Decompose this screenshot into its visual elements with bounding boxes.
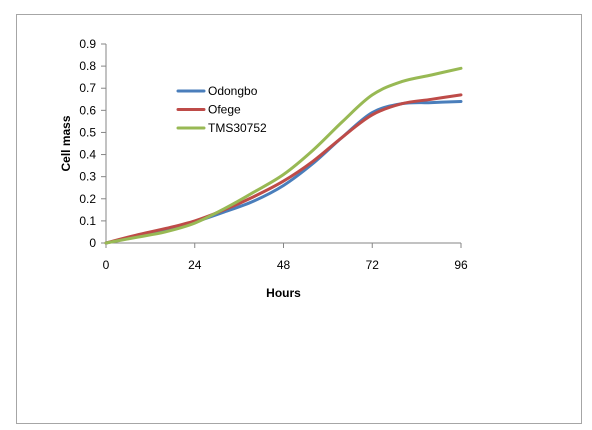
x-tick-label: 24	[188, 258, 202, 272]
y-axis-title: Cell mass	[59, 115, 73, 171]
chart-axes	[101, 43, 462, 248]
legend-label-ofege: Ofege	[208, 103, 241, 117]
legend: Odongbo Ofege TMS30752	[176, 84, 267, 135]
y-tick-label: 0.2	[79, 192, 96, 206]
y-tick-label: 0.6	[79, 103, 96, 117]
y-tick-label: 0.5	[79, 125, 96, 139]
x-tick-label: 0	[103, 258, 110, 272]
x-axis-title: Hours	[266, 286, 301, 300]
series-line-odongbo	[104, 100, 463, 245]
y-tick-label: 0.9	[79, 37, 96, 51]
y-tick-label: 0.7	[79, 81, 96, 95]
chart-frame	[16, 14, 582, 424]
y-tick-label: 0.1	[79, 214, 96, 228]
series-line-ofege	[104, 93, 463, 245]
y-tick-label: 0	[89, 236, 96, 250]
tick-labels: 0 0.1 0.2 0.3 0.4 0.5 0.6 0.7 0.8 0.9 0 24 48 72 96	[79, 37, 468, 272]
x-tick-label: 72	[366, 258, 380, 272]
legend-label-tms30752: TMS30752	[208, 121, 267, 135]
x-tick-label: 96	[454, 258, 468, 272]
series-line-tms30752	[104, 66, 463, 245]
legend-label-odongbo: Odongbo	[208, 84, 258, 98]
x-tick-label: 48	[277, 258, 291, 272]
y-tick-label: 0.3	[79, 170, 96, 184]
series-lines	[104, 66, 463, 245]
y-tick-label: 0.4	[79, 148, 96, 162]
y-tick-label: 0.8	[79, 59, 96, 73]
